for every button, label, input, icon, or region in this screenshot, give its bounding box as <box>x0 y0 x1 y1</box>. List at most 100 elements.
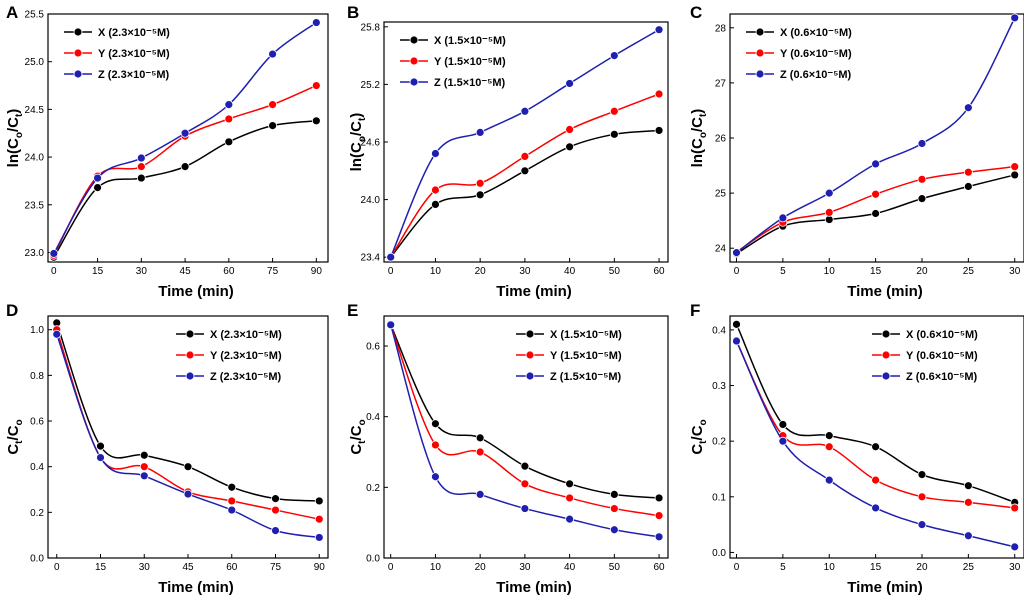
legend-marker-y <box>755 48 765 58</box>
data-point-y <box>520 479 530 489</box>
data-point-y <box>871 189 881 199</box>
y-axis-title: Ct/Co <box>689 419 709 454</box>
legend-label-z: Z (0.6×10⁻⁵M) <box>780 69 852 81</box>
data-point-x <box>917 194 927 204</box>
y-tick-label: 0.4 <box>30 462 44 473</box>
legend-marker-x <box>185 329 195 339</box>
x-tick-label: 10 <box>824 562 836 573</box>
data-point-x <box>917 470 927 479</box>
panel-c: C 0 5 10 15 20 25 30 24 25 26 27 28 Time (min) ln(Co/C… <box>689 3 1024 300</box>
data-point-y <box>431 440 440 450</box>
data-point-z <box>824 188 834 198</box>
y-axis-title-mid: /C <box>348 121 365 136</box>
legend-marker-x <box>409 35 419 45</box>
y-axis-title-sub1: o <box>698 132 709 138</box>
series-line-z <box>390 29 660 258</box>
y-axis-title-sub1: t <box>357 440 368 444</box>
legend-marker-x <box>755 27 765 37</box>
legend-marker-z <box>755 69 765 79</box>
data-point-z <box>778 213 788 223</box>
legend: X (1.5×10⁻⁵M) Y (1.5×10⁻⁵M) Z (1.5×10⁻⁵M) <box>400 35 506 89</box>
legend-marker-x <box>881 329 891 339</box>
data-point-z <box>431 149 440 158</box>
data-point-z <box>386 252 396 262</box>
panel-e: E 0 10 20 30 40 50 60 0.0 0.2 0.4 0.6 Time (min) Ct/C… <box>347 301 669 596</box>
y-tick-label: 26 <box>715 134 727 145</box>
y-tick-label: 23.0 <box>25 248 45 259</box>
legend-label-x: X (1.5×10⁻⁵M) <box>550 329 622 341</box>
legend-marker-y <box>409 56 419 66</box>
data-point-z <box>520 504 530 513</box>
y-tick-label: 0.0 <box>30 554 44 565</box>
data-point-z <box>271 526 280 536</box>
panel-letter: E <box>347 301 358 320</box>
x-tick-label: 40 <box>564 562 576 573</box>
y-tick-label: 0.6 <box>366 342 380 353</box>
legend-label-y: Y (2.3×10⁻⁵M) <box>210 350 282 362</box>
data-point-x <box>136 173 146 183</box>
panel-b: B 0 10 20 30 40 50 60 23.4 24.0 24.6 25.2 25.8 Time (… <box>347 3 669 300</box>
legend-marker-x <box>73 27 83 37</box>
x-tick-label: 15 <box>95 562 107 573</box>
legend-label-x: X (0.6×10⁻⁵M) <box>780 27 852 39</box>
data-point-x <box>565 479 575 489</box>
y-axis-title-mid: /C <box>5 117 22 132</box>
data-point-x <box>778 420 788 429</box>
legend-marker-z <box>409 77 419 87</box>
data-point-z <box>96 453 105 462</box>
x-tick-label: 60 <box>653 562 665 573</box>
y-axis-title-sub2: o <box>698 419 709 425</box>
x-tick-label: 45 <box>180 266 192 277</box>
data-point-z <box>1010 13 1020 23</box>
data-point-y <box>824 442 834 452</box>
data-point-y <box>314 514 324 524</box>
x-tick-label: 20 <box>916 562 928 573</box>
data-point-y <box>1010 162 1020 172</box>
x-tick-label: 60 <box>223 266 235 277</box>
legend-label-z: Z (1.5×10⁻⁵M) <box>550 371 622 383</box>
data-point-y <box>917 174 927 184</box>
y-axis-title-end: ) <box>689 109 706 114</box>
x-tick-label: 5 <box>780 266 786 277</box>
y-axis-title-main: C <box>689 444 706 455</box>
data-point-y <box>654 89 664 99</box>
y-tick-label: 0.2 <box>30 508 44 519</box>
x-tick-label: 20 <box>916 266 928 277</box>
data-point-x <box>93 183 102 193</box>
data-point-x <box>224 137 234 147</box>
data-point-y <box>520 151 530 161</box>
y-tick-label: 25.8 <box>361 22 381 33</box>
y-tick-label: 27 <box>715 78 727 89</box>
y-tick-label: 23.5 <box>25 200 45 211</box>
series-line-x <box>53 120 317 258</box>
data-point-y <box>917 492 927 502</box>
data-point-x <box>963 481 973 491</box>
data-point-y <box>871 475 881 485</box>
data-point-z <box>314 533 324 542</box>
data-point-z <box>52 329 62 339</box>
data-point-z <box>871 159 881 169</box>
y-tick-label: 0.3 <box>712 381 726 392</box>
y-axis-title-end: ) <box>348 113 365 118</box>
data-point-z <box>93 173 102 183</box>
data-point-x <box>475 433 485 443</box>
x-tick-label: 15 <box>92 266 104 277</box>
data-point-z <box>520 106 530 116</box>
data-point-z <box>732 336 741 346</box>
x-tick-label: 40 <box>564 266 576 277</box>
y-tick-label: 0.2 <box>712 437 726 448</box>
data-point-y <box>654 511 664 521</box>
data-point-x <box>271 494 280 504</box>
y-tick-label: 24.0 <box>361 195 381 206</box>
legend-label-z: Z (2.3×10⁻⁵M) <box>98 69 170 81</box>
x-tick-label: 50 <box>609 562 621 573</box>
data-point-y <box>227 496 237 506</box>
y-tick-label: 23.4 <box>361 253 381 264</box>
legend: X (2.3×10⁻⁵M) Y (2.3×10⁻⁵M) Z (2.3×10⁻⁵M) <box>64 27 170 81</box>
legend-marker-y <box>881 350 891 360</box>
data-point-z <box>180 128 190 138</box>
data-point-y <box>136 162 146 172</box>
data-point-x <box>183 462 193 472</box>
data-point-z <box>227 505 237 515</box>
data-point-z <box>183 489 193 499</box>
